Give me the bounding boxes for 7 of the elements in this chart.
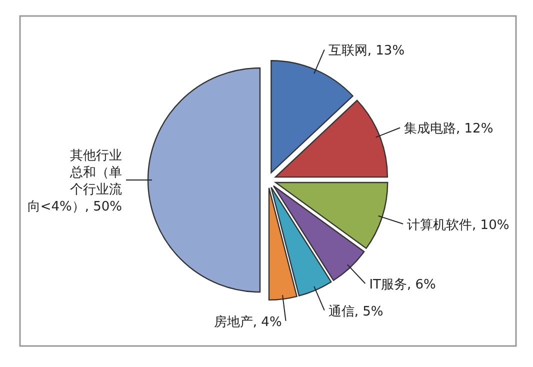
slice-label: IT服务, 6%: [369, 278, 436, 293]
slice-label: 房地产, 4%: [214, 314, 282, 330]
slice-label: 计算机软件, 10%: [407, 218, 510, 233]
slice-label: 互联网, 13%: [328, 44, 405, 59]
slice-label: 其他行业总和（单个行业流向<4%）, 50%: [27, 148, 122, 214]
slice-label: 集成电路, 12%: [404, 122, 494, 137]
slice-label: 通信, 5%: [328, 304, 384, 320]
